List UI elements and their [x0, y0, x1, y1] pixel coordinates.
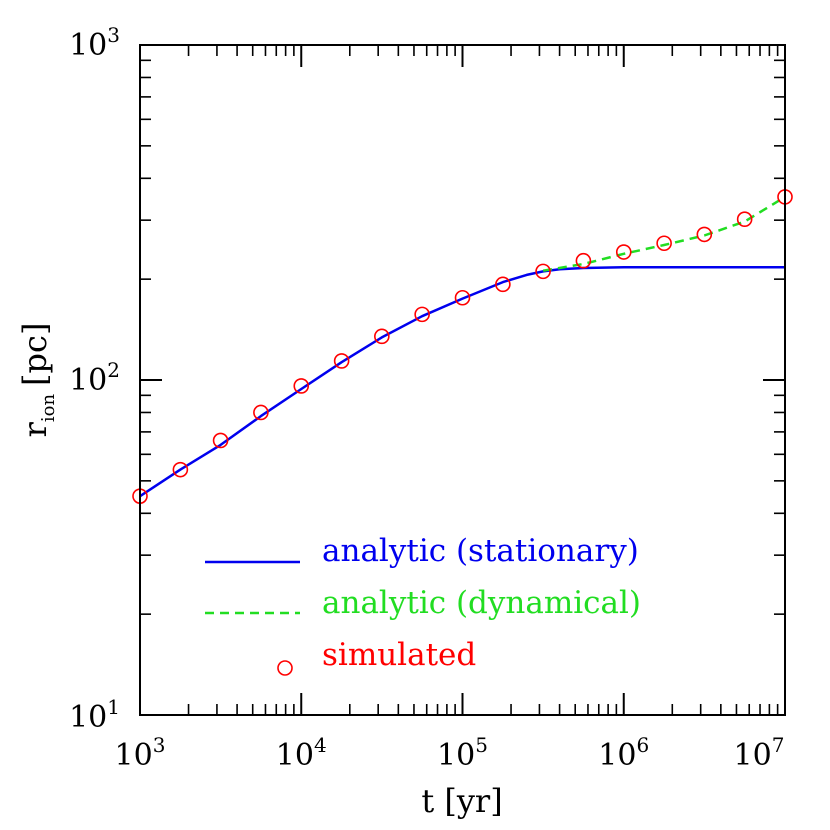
y-axis-label: rion [pc]: [16, 323, 59, 438]
x-tick-label: 105: [437, 733, 488, 773]
series-layer: [132, 189, 793, 504]
simulated-point: [454, 289, 471, 306]
simulated-point: [736, 211, 753, 227]
y-tick-label: 103: [69, 23, 120, 63]
x-tick-label: 104: [276, 733, 327, 773]
plot-frame: [139, 44, 786, 716]
simulated-point: [253, 404, 269, 421]
simulated-point: [495, 276, 511, 293]
simulated-point: [172, 461, 189, 478]
series-line-stationary: [139, 266, 785, 498]
simulated-point: [615, 244, 632, 260]
simulated-point: [212, 432, 229, 449]
simulated-point: [293, 378, 310, 394]
legend-label-stationary: analytic (stationary): [322, 533, 639, 569]
simulated-point: [333, 353, 350, 369]
series-line-dynamical: [542, 195, 786, 272]
x-axis-label: t [yr]: [421, 782, 502, 820]
simulated-point: [374, 328, 390, 345]
x-tick-label: 106: [598, 733, 649, 773]
simulated-point: [535, 263, 551, 280]
legend-label-simulated: simulated: [322, 637, 476, 673]
x-tick-label: 103: [115, 733, 166, 773]
x-tick-labels: 103 104 105 106 107: [115, 733, 785, 773]
simulated-point: [575, 252, 592, 269]
x-tick-label: 107: [734, 733, 785, 773]
y-axis-label-main: r: [16, 421, 54, 437]
legend-label-dynamical: analytic (dynamical): [322, 585, 641, 621]
y-tick-label: 101: [69, 695, 120, 735]
simulated-point: [414, 306, 430, 323]
y-tick-label: 102: [69, 358, 120, 398]
y-tick-labels: 101 102 103: [69, 23, 120, 735]
legend-swatch-simulated: [277, 660, 293, 676]
minor-ticks: [140, 45, 785, 715]
y-axis-label-unit: [pc]: [16, 323, 54, 386]
simulated-point: [696, 226, 713, 243]
legend: analytic (stationary) analytic (dynamica…: [205, 533, 641, 676]
y-axis-label-sub: ion: [38, 394, 59, 423]
simulated-point: [656, 235, 672, 252]
